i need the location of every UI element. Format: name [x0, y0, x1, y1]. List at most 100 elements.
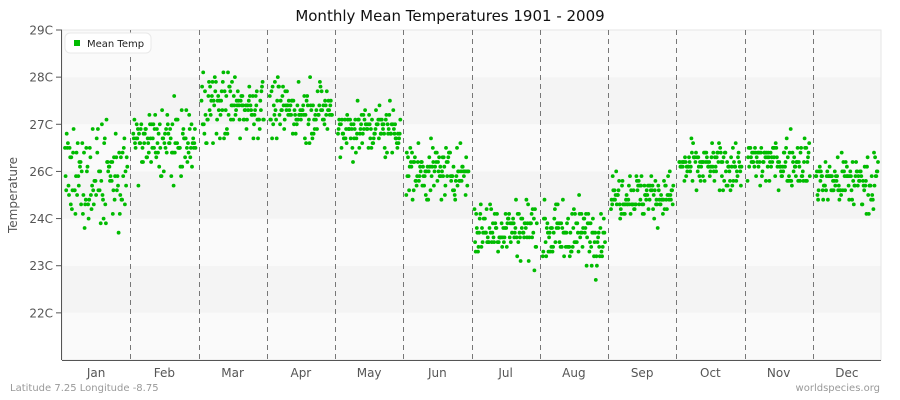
data-point [713, 164, 718, 169]
data-point [181, 127, 186, 131]
data-point [843, 188, 847, 193]
data-point [313, 113, 318, 117]
data-point [104, 117, 109, 122]
data-point [864, 179, 868, 183]
data-point [245, 117, 249, 122]
x-tick-label: Oct [700, 366, 721, 380]
data-point [790, 183, 794, 188]
data-point [491, 235, 496, 240]
data-point [647, 197, 652, 202]
data-point [872, 150, 876, 155]
data-point [821, 197, 826, 202]
data-point [234, 108, 239, 112]
data-point [183, 136, 188, 141]
data-point [526, 202, 530, 207]
data-point [428, 188, 433, 193]
data-point [179, 108, 184, 112]
data-point [385, 122, 390, 127]
data-point [340, 117, 344, 122]
data-point [593, 278, 598, 282]
data-point [79, 169, 84, 174]
data-point [115, 174, 120, 179]
data-point [172, 150, 177, 155]
data-point [520, 216, 525, 221]
data-point [580, 245, 585, 249]
data-point [663, 183, 668, 188]
data-point [277, 113, 282, 117]
data-point [404, 193, 409, 197]
data-point [76, 174, 81, 179]
data-point [652, 216, 657, 221]
data-point [780, 174, 784, 179]
data-point [73, 212, 78, 216]
data-point [211, 98, 216, 103]
data-point [125, 164, 130, 169]
data-point [233, 113, 238, 117]
data-point [385, 150, 389, 155]
data-point [553, 207, 557, 212]
data-point [488, 202, 492, 207]
data-point [160, 108, 165, 112]
data-point [220, 80, 225, 84]
data-point [248, 94, 252, 98]
data-point [707, 160, 712, 164]
data-point [175, 117, 180, 122]
data-point [142, 131, 147, 136]
data-point [442, 164, 447, 169]
data-point [162, 141, 167, 146]
data-point [831, 188, 836, 193]
data-point [86, 202, 90, 207]
data-point [270, 136, 274, 141]
data-point [783, 164, 787, 169]
data-point [252, 122, 256, 127]
data-point [781, 169, 786, 174]
data-point [737, 160, 742, 164]
background-band [62, 218, 881, 266]
data-point [784, 136, 789, 141]
data-point [764, 179, 768, 183]
data-point [514, 197, 518, 202]
data-point [208, 84, 213, 89]
data-point [767, 179, 772, 183]
data-point [708, 169, 713, 174]
data-point [474, 212, 479, 216]
data-point [654, 197, 659, 202]
data-point [110, 212, 115, 216]
data-point [863, 183, 868, 188]
data-point [773, 174, 778, 179]
data-point [119, 155, 123, 160]
data-point [91, 188, 96, 193]
data-point [141, 160, 145, 164]
data-point [752, 164, 757, 169]
data-point [214, 131, 219, 136]
data-point [95, 150, 100, 155]
data-point [70, 207, 74, 212]
data-point [502, 235, 507, 240]
data-point [567, 245, 572, 249]
data-point [161, 169, 166, 174]
data-point [275, 75, 280, 79]
data-point [67, 146, 72, 150]
data-point [382, 146, 387, 150]
data-point [359, 122, 363, 127]
data-point [731, 179, 736, 183]
data-point [426, 169, 431, 174]
data-point [835, 155, 840, 160]
data-point [78, 160, 83, 164]
data-point [622, 212, 627, 216]
data-point [343, 117, 347, 122]
data-point [716, 150, 720, 155]
data-point [226, 70, 230, 75]
data-point [287, 108, 292, 112]
data-point [389, 131, 393, 136]
data-point [328, 98, 333, 103]
data-point [386, 127, 391, 131]
data-point [697, 174, 702, 179]
data-point [617, 179, 621, 183]
data-point [592, 240, 597, 245]
data-point [452, 193, 457, 197]
data-point [572, 207, 576, 212]
data-point [444, 146, 448, 150]
data-point [484, 230, 488, 235]
data-point [478, 212, 483, 216]
